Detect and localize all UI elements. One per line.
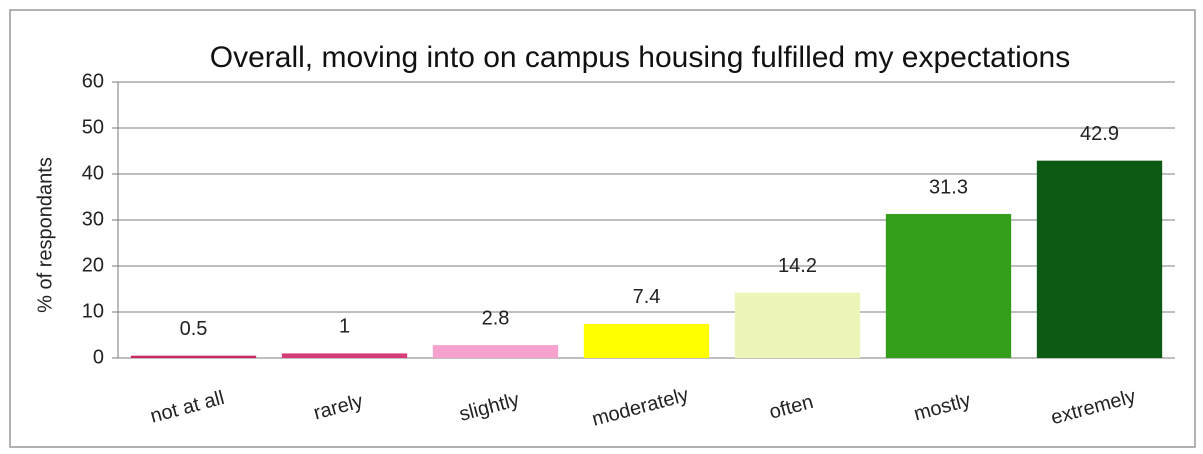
data-label: 31.3	[929, 176, 968, 198]
chart-frame	[9, 9, 1196, 448]
bar	[432, 345, 559, 358]
data-label: 2.8	[482, 307, 510, 329]
bar	[281, 353, 408, 358]
bar	[885, 214, 1012, 358]
x-tick-label: slightly	[457, 389, 522, 426]
data-label: 1	[339, 316, 350, 338]
y-tick-label: 60	[82, 70, 104, 92]
y-tick-label: 40	[82, 162, 104, 184]
x-tick-label: often	[767, 391, 816, 424]
x-tick-label: moderately	[590, 384, 691, 431]
data-label: 7.4	[633, 286, 661, 308]
y-tick-label: 30	[82, 208, 104, 230]
y-tick-label: 10	[82, 300, 104, 322]
bar	[583, 323, 710, 358]
x-tick-label: mostly	[912, 389, 974, 425]
chart-title: Overall, moving into on campus housing f…	[209, 41, 1071, 74]
bar	[734, 292, 861, 358]
data-label: 14.2	[778, 255, 817, 277]
x-tick-label: extremely	[1049, 385, 1138, 429]
x-tick-label: not at all	[148, 387, 227, 428]
bar	[130, 355, 257, 358]
x-tick-label: rarely	[311, 390, 365, 424]
y-tick-label: 0	[93, 346, 104, 368]
data-label: 0.5	[180, 318, 208, 340]
data-label: 42.9	[1080, 123, 1119, 145]
y-tick-label: 50	[82, 116, 104, 138]
y-axis-label: % of respondants	[34, 157, 56, 313]
y-tick-label: 20	[82, 254, 104, 276]
bar	[1036, 160, 1163, 358]
